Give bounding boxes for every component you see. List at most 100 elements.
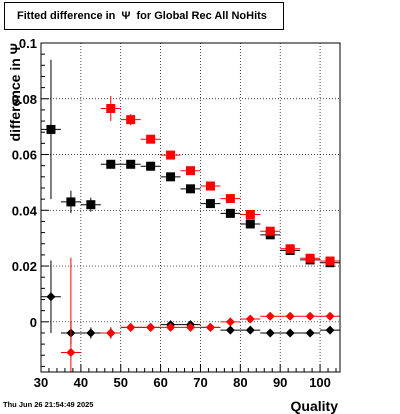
data-point xyxy=(280,311,301,321)
diamond-marker xyxy=(265,311,275,321)
square-marker xyxy=(126,159,136,169)
timestamp-label: Thu Jun 26 21:54:49 2025 xyxy=(3,400,94,409)
diamond-marker xyxy=(205,322,215,332)
square-marker xyxy=(325,256,335,266)
data-point xyxy=(240,219,261,229)
data-point xyxy=(100,327,121,339)
square-marker xyxy=(205,199,215,209)
data-point xyxy=(260,328,281,338)
diamond-marker xyxy=(325,325,335,335)
data-point xyxy=(240,209,261,219)
diamond-marker xyxy=(146,322,156,332)
y-axis-label: difference in Ψ xyxy=(7,43,23,141)
data-point xyxy=(120,114,141,126)
grid-lines xyxy=(41,43,340,372)
data-point xyxy=(220,208,241,218)
x-tick-label: 100 xyxy=(309,375,331,390)
y-tick-label: 0.04 xyxy=(12,203,38,218)
data-point xyxy=(120,322,141,332)
data-point xyxy=(180,184,201,194)
square-marker xyxy=(126,115,136,125)
diamond-marker xyxy=(106,328,116,338)
data-point xyxy=(200,199,221,209)
square-marker xyxy=(265,226,275,236)
diamond-marker xyxy=(225,317,235,327)
diamond-marker xyxy=(225,325,235,335)
data-point xyxy=(280,328,301,338)
y-tick-label: 0.02 xyxy=(12,259,37,274)
diamond-marker xyxy=(285,328,295,338)
data-point xyxy=(300,328,321,338)
square-marker xyxy=(46,124,56,134)
series-0 xyxy=(41,59,340,268)
data-point xyxy=(140,161,161,171)
square-marker xyxy=(245,219,255,229)
square-marker xyxy=(146,134,156,144)
square-marker xyxy=(225,208,235,218)
diamond-marker xyxy=(285,311,295,321)
y-tick-label: 0.08 xyxy=(12,92,37,107)
diamond-marker xyxy=(66,347,76,357)
data-point xyxy=(300,253,321,263)
data-point xyxy=(260,311,281,321)
series-3 xyxy=(60,257,340,372)
data-point xyxy=(220,194,241,204)
square-marker xyxy=(186,166,195,176)
series-1 xyxy=(100,95,340,266)
data-point xyxy=(80,327,101,339)
data-point xyxy=(160,322,181,332)
diamond-marker xyxy=(166,322,176,332)
x-axis-label: Quality xyxy=(291,398,339,414)
data-point xyxy=(180,322,201,332)
data-point xyxy=(41,59,61,200)
data-point xyxy=(160,150,181,160)
data-point xyxy=(300,311,321,321)
data-point xyxy=(320,325,340,335)
data-point xyxy=(160,172,181,182)
tick-labels: 30 40 50 60 70 80 90 100 0 0.02 0.04 0.06 0.08 0.1 xyxy=(12,36,331,390)
square-marker xyxy=(285,244,295,254)
data-point xyxy=(80,197,101,212)
square-marker xyxy=(166,172,176,182)
data-point xyxy=(120,159,141,169)
plot-frame xyxy=(40,42,341,373)
y-tick-label: 0 xyxy=(30,315,37,330)
diamond-marker xyxy=(305,328,315,338)
data-points xyxy=(41,59,340,372)
square-marker xyxy=(186,184,195,194)
axis-ticks xyxy=(40,42,337,372)
data-point xyxy=(100,159,121,169)
x-tick-label: 50 xyxy=(113,375,127,390)
data-point xyxy=(60,190,81,214)
diamond-marker xyxy=(325,311,335,321)
data-point xyxy=(240,325,261,335)
data-point xyxy=(320,311,340,321)
square-marker xyxy=(166,150,176,160)
square-marker xyxy=(106,104,116,114)
data-point xyxy=(60,257,81,372)
square-marker xyxy=(225,194,235,204)
data-point xyxy=(220,317,241,327)
diamond-marker xyxy=(305,311,315,321)
data-point xyxy=(280,244,301,254)
data-point xyxy=(200,322,221,332)
data-point xyxy=(220,325,241,335)
x-tick-label: 30 xyxy=(34,375,48,390)
diamond-marker xyxy=(245,325,255,335)
y-tick-label: 0.06 xyxy=(12,148,37,163)
diamond-marker xyxy=(86,328,96,338)
x-tick-label: 60 xyxy=(153,375,167,390)
data-point xyxy=(320,256,340,266)
square-marker xyxy=(106,159,116,169)
data-point xyxy=(140,134,161,144)
diamond-marker xyxy=(46,292,56,302)
data-point xyxy=(180,166,201,176)
square-marker xyxy=(146,161,156,171)
data-point xyxy=(140,322,161,332)
diamond-marker xyxy=(245,314,255,324)
square-marker xyxy=(86,200,96,210)
x-tick-label: 70 xyxy=(193,375,207,390)
data-point xyxy=(240,314,261,324)
square-marker xyxy=(205,181,215,191)
